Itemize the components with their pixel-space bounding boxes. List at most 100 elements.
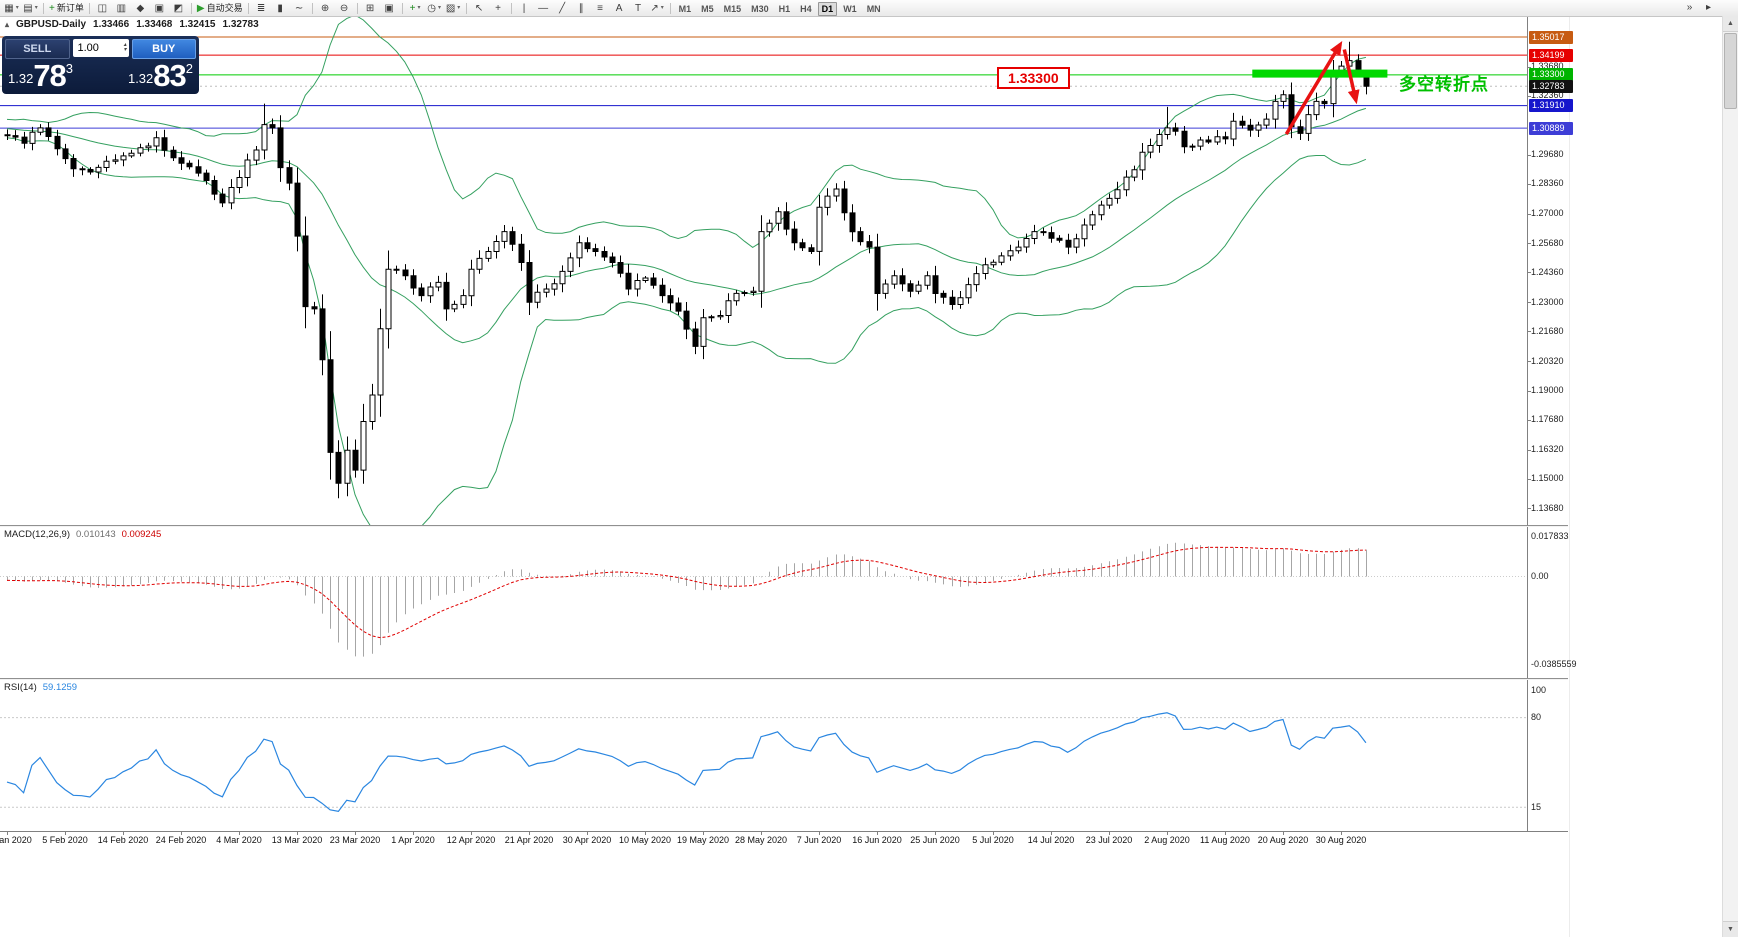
indicators-button[interactable]: + ▾ bbox=[406, 2, 425, 15]
chart-profiles-icon: ▤ bbox=[23, 2, 33, 14]
date-axis-label: 28 May 2020 bbox=[734, 835, 788, 845]
terminal-icon: ▣ bbox=[154, 2, 165, 14]
date-axis-label: 27 Jan 2020 bbox=[0, 835, 32, 845]
sell-button[interactable]: SELL bbox=[5, 39, 70, 59]
chevron-down-icon: ▾ bbox=[34, 4, 38, 11]
vertical-line-icon: | bbox=[522, 2, 526, 14]
timeframe-m30-button[interactable]: M30 bbox=[751, 4, 769, 14]
timeframe-m5-button[interactable]: M5 bbox=[701, 4, 714, 14]
macd-header: MACD(12,26,9) 0.010143 0.009245 bbox=[4, 529, 161, 540]
strategy-tester-button[interactable]: ◩ bbox=[169, 2, 188, 15]
macd-main-value: 0.010143 bbox=[76, 529, 116, 540]
buy-price-base: 1.32 bbox=[127, 71, 154, 86]
sell-price-sup: 3 bbox=[65, 61, 74, 76]
market-watch-button[interactable]: ◫ bbox=[93, 2, 112, 15]
timeframe-m15-button[interactable]: M15 bbox=[723, 4, 742, 14]
price-axis-tick: 1.15000 bbox=[1531, 473, 1564, 484]
cursor-button[interactable]: ↖ bbox=[470, 2, 489, 15]
down-arrow-icon: ▼ bbox=[1727, 926, 1734, 933]
crosshair-button[interactable]: + bbox=[489, 2, 508, 15]
close-value: 1.32783 bbox=[222, 19, 259, 30]
turning-point-label[interactable]: 多空转折点 bbox=[1398, 75, 1489, 95]
chart-profiles-button[interactable]: ▤ ▾ bbox=[21, 2, 40, 15]
rsi-header: RSI(14) 59.1259 bbox=[4, 682, 77, 693]
timeframe-toolbar: M1 M5 M15 M30 H1 H4 D1 W1 MN bbox=[674, 0, 886, 17]
toolbar-separator bbox=[43, 2, 44, 14]
volume-down-icon[interactable]: ▾ bbox=[123, 47, 127, 53]
toolbar-separator bbox=[311, 2, 313, 14]
one-click-collapse-icon[interactable]: ▴ bbox=[5, 20, 10, 29]
timeframe-mn-button[interactable]: MN bbox=[866, 4, 881, 14]
buy-button[interactable]: BUY bbox=[131, 39, 196, 59]
auto-trading-label: 自动交易 bbox=[206, 2, 243, 13]
bar-chart-button[interactable]: ≣ bbox=[252, 2, 271, 15]
zoom-in-button[interactable]: ⊕ bbox=[316, 2, 335, 15]
candlestick-chart-button[interactable]: ▮ bbox=[271, 2, 290, 15]
bear-candles bbox=[4, 60, 1370, 484]
price-level-label: 1.34199 bbox=[1529, 48, 1573, 62]
new-order-icon: + bbox=[49, 2, 55, 14]
timeframe-h4-button[interactable]: H4 bbox=[800, 4, 812, 14]
volume-spinner[interactable]: ▴ ▾ bbox=[123, 42, 127, 53]
date-axis-label: 24 Feb 2020 bbox=[155, 835, 207, 845]
macd-title: MACD(12,26,9) bbox=[4, 529, 70, 540]
trendline-button[interactable]: ╱ bbox=[553, 2, 572, 15]
chart-shift-button[interactable]: » bbox=[1680, 1, 1699, 14]
price-level-annotation-box[interactable]: 1.33300 bbox=[997, 66, 1070, 89]
data-window-button[interactable]: ▥ bbox=[112, 2, 131, 15]
arrows-button[interactable]: ↗ ▾ bbox=[648, 2, 667, 15]
navigator-button[interactable]: ◆ bbox=[131, 2, 150, 15]
high-value: 1.33468 bbox=[136, 19, 173, 30]
line-chart-icon: ∼ bbox=[294, 2, 304, 14]
text-button[interactable]: A bbox=[610, 2, 629, 15]
timeframe-m1-button[interactable]: M1 bbox=[678, 4, 692, 14]
rsi-axis-label: 100 bbox=[1531, 684, 1547, 695]
volume-up-icon[interactable]: ▴ bbox=[123, 42, 127, 48]
timeframe-d1-button[interactable]: D1 bbox=[817, 2, 838, 16]
templates-button[interactable]: ▨ ▾ bbox=[444, 2, 463, 15]
date-axis-label: 14 Jul 2020 bbox=[1027, 835, 1075, 845]
scroll-thumb[interactable] bbox=[1724, 33, 1737, 109]
channel-button[interactable]: ∥ bbox=[572, 2, 591, 15]
price-axis-tick: 1.13680 bbox=[1531, 502, 1564, 513]
timeframe-w1-button[interactable]: W1 bbox=[843, 4, 857, 14]
new-chart-icon: ▦ bbox=[4, 2, 14, 14]
fibonacci-button[interactable]: ≡ bbox=[591, 2, 610, 15]
terminal-button[interactable]: ▣ bbox=[150, 2, 169, 15]
vertical-scrollbar[interactable]: ▲ ▼ bbox=[1722, 16, 1738, 937]
label-icon: T bbox=[635, 2, 642, 14]
tile-windows-button[interactable]: ⊞ bbox=[361, 2, 380, 15]
toolbar-separator bbox=[190, 2, 192, 14]
label-button[interactable]: T bbox=[629, 2, 648, 15]
toolbar-separator bbox=[669, 2, 671, 14]
sell-price-base: 1.32 bbox=[8, 71, 34, 86]
scroll-down-button[interactable]: ▼ bbox=[1723, 921, 1738, 937]
trendline-icon: ╱ bbox=[559, 2, 566, 14]
price-level-label: 1.33300 bbox=[1529, 68, 1573, 82]
toolbar-separator bbox=[247, 2, 249, 14]
date-axis-label: 16 Jun 2020 bbox=[852, 835, 902, 845]
bollinger-middle-band bbox=[6, 107, 1367, 344]
new-chart-button[interactable]: ▦ ▾ bbox=[2, 2, 21, 15]
price-axis-tick: 1.16320 bbox=[1531, 444, 1564, 455]
price-axis-tick: 1.27000 bbox=[1531, 208, 1564, 219]
periods-button[interactable]: ◷ ▾ bbox=[425, 2, 444, 15]
macd-signal-value: 0.009245 bbox=[121, 529, 162, 540]
crosshair-icon: + bbox=[495, 2, 501, 14]
scroll-up-button[interactable]: ▲ bbox=[1723, 16, 1738, 32]
vertical-line-button[interactable]: | bbox=[515, 2, 534, 15]
price-axis-tick: 1.21680 bbox=[1531, 325, 1564, 336]
buy-price-big: 83 bbox=[153, 58, 186, 93]
one-click-top-row: SELL 1.00 ▴ ▾ BUY bbox=[5, 39, 196, 59]
auto-trading-button[interactable]: ▶ 自动交易 bbox=[195, 2, 245, 15]
horizontal-line-button[interactable]: ― bbox=[534, 2, 553, 15]
zoom-out-button[interactable]: ⊖ bbox=[335, 2, 354, 15]
auto-scroll-button[interactable]: ▸ bbox=[1699, 1, 1718, 14]
cascade-windows-button[interactable]: ▣ bbox=[380, 2, 399, 15]
new-order-button[interactable]: + 新订单 bbox=[47, 2, 86, 15]
new-order-label: 新订单 bbox=[56, 2, 84, 13]
timeframe-h1-button[interactable]: H1 bbox=[778, 4, 791, 14]
line-chart-button[interactable]: ∼ bbox=[290, 2, 309, 15]
price-axis-tick: 1.33680 bbox=[1531, 61, 1564, 71]
volume-field[interactable]: 1.00 ▴ ▾ bbox=[72, 39, 129, 57]
